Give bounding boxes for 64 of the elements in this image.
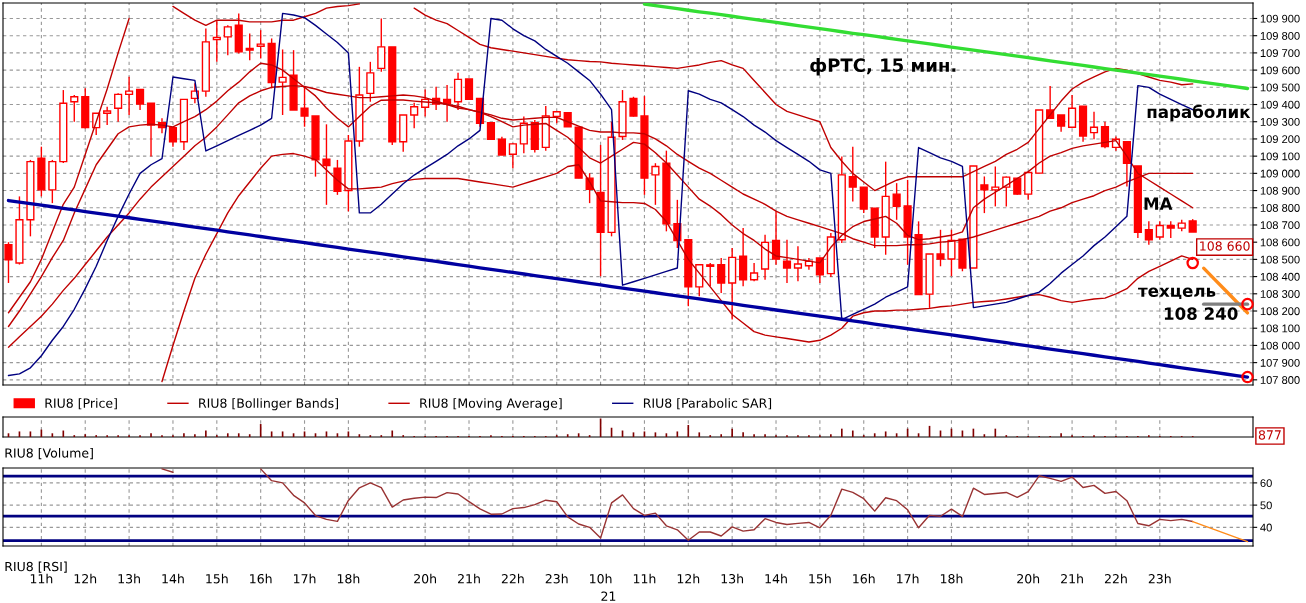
y-tick-label: 107 900 <box>1260 358 1300 367</box>
x-tick-label: 13h <box>118 573 140 584</box>
text: RIU8 [RSI] <box>5 561 67 573</box>
y-tick-label: 108 800 <box>1260 204 1300 212</box>
text: 21 <box>601 591 616 601</box>
annotation: 108 240 <box>1164 307 1238 320</box>
y-tick-label: 108 300 <box>1260 290 1300 298</box>
y-tick-label: 109 300 <box>1260 118 1300 126</box>
x-tick-label: 11h <box>633 573 656 584</box>
x-tick-label: 16h <box>250 573 272 584</box>
x-tick-label: 21h <box>458 573 480 584</box>
text: RIU8 [Volume] <box>5 448 93 460</box>
x-tick-label: 21h <box>1061 573 1083 584</box>
x-tick-label: 16h <box>853 573 875 584</box>
x-tick-label: 20h <box>1017 573 1040 584</box>
y-tick-label: 40 <box>1260 523 1272 532</box>
x-tick-label: 14h <box>162 573 184 584</box>
y-tick-label: 50 <box>1260 501 1272 510</box>
x-tick-label: 10h <box>590 573 612 584</box>
legend-label: RIU8 [Moving Average] <box>420 398 562 411</box>
y-tick-label: 108 900 <box>1260 186 1300 195</box>
y-tick-label: 108 500 <box>1260 255 1300 264</box>
y-tick-label: 107 800 <box>1260 376 1300 384</box>
x-tick-label: 11h <box>30 573 53 584</box>
y-tick-label: 109 900 <box>1260 14 1300 23</box>
annotation: параболик <box>1147 104 1251 122</box>
x-tick-label: 13h <box>721 573 744 584</box>
y-tick-label: 109 200 <box>1260 135 1300 144</box>
x-tick-label: 17h <box>897 573 919 584</box>
y-tick-label: 108 100 <box>1260 324 1300 333</box>
x-tick-label: 18h <box>940 573 963 584</box>
y-tick-label: 108 400 <box>1260 272 1300 281</box>
x-tick-label: 20h <box>414 573 436 584</box>
x-tick-label: 12h <box>677 573 700 584</box>
x-tick-label: 12h <box>74 573 97 584</box>
y-tick-label: 108 600 <box>1260 238 1300 247</box>
y-tick-label: 108 000 <box>1260 341 1300 350</box>
x-tick-label: 22h <box>1104 573 1127 584</box>
y-tick-label: 109 800 <box>1260 31 1300 40</box>
legend-label: RIU8 [Bollinger Bands] <box>199 398 338 411</box>
legend-label: RIU8 [Parabolic SAR] <box>643 398 772 410</box>
y-tick-label: 109 700 <box>1260 49 1300 58</box>
x-tick-label: 14h <box>765 573 787 584</box>
x-tick-label: 23h <box>545 573 568 584</box>
x-tick-label: 18h <box>337 573 360 584</box>
x-tick-label: 15h <box>206 573 228 584</box>
text: фРТС, 15 мин. <box>810 58 956 76</box>
x-tick-label: 22h <box>501 573 524 584</box>
x-tick-label: 23h <box>1148 573 1171 584</box>
y-tick-label: 109 100 <box>1260 152 1300 161</box>
y-tick-label: 109 600 <box>1260 66 1300 75</box>
y-tick-label: 60 <box>1260 479 1272 488</box>
x-tick-label: 15h <box>809 573 831 584</box>
y-tick-label: 109 400 <box>1260 100 1300 109</box>
y-tick-label: 109 500 <box>1260 83 1300 92</box>
legend-label: RIU8 [Price] <box>45 398 117 410</box>
annotation: техцель <box>1138 287 1216 300</box>
annotation: 108 660 <box>1200 241 1250 251</box>
y-tick-label: 109 000 <box>1260 169 1300 178</box>
y-tick-label: 108 700 <box>1260 221 1300 230</box>
text: 877 <box>1258 430 1281 440</box>
y-tick-label: 108 200 <box>1260 307 1300 316</box>
annotation: MA <box>1144 197 1173 210</box>
x-tick-label: 17h <box>293 573 316 584</box>
